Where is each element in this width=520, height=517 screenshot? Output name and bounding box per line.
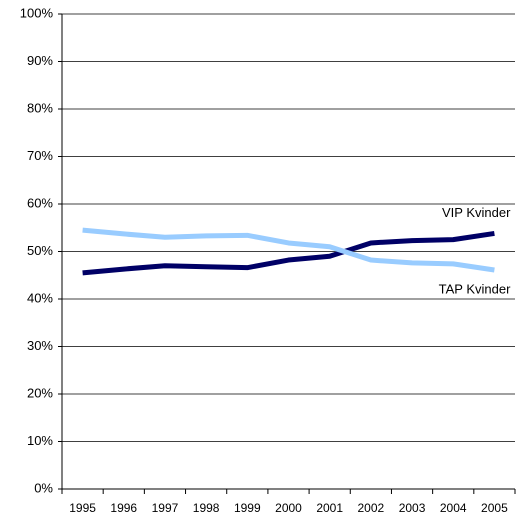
x-tick-label: 2001 [316,501,343,515]
x-tick-label: 2004 [440,501,467,515]
x-tick-label: 1998 [193,501,220,515]
y-tick-label: 70% [27,148,53,163]
y-tick-label: 50% [27,243,53,258]
x-tick-label: 2005 [481,501,508,515]
x-tick-label: 2000 [275,501,302,515]
line-series [82,230,495,276]
y-tick-label: 0% [34,480,53,495]
x-tick-label: 1996 [110,501,137,515]
y-tick-label: 30% [27,338,53,353]
series-label: VIP Kvinder [442,205,511,220]
x-tick-label: 1997 [152,501,179,515]
y-tick-label: 40% [27,290,53,305]
x-tick-label: 1999 [234,501,261,515]
y-tick-label: 10% [27,433,53,448]
y-tick-label: 80% [27,100,53,115]
line-series [82,227,495,273]
x-tick-label: 2003 [399,501,426,515]
y-tick-label: 100% [20,5,54,20]
y-tick-label: 60% [27,195,53,210]
series-label: TAP Kvinder [439,281,511,296]
y-tick-label: 90% [27,53,53,68]
x-tick-label: 1995 [69,501,96,515]
x-tick-label: 2002 [358,501,385,515]
y-tick-label: 20% [27,385,53,400]
